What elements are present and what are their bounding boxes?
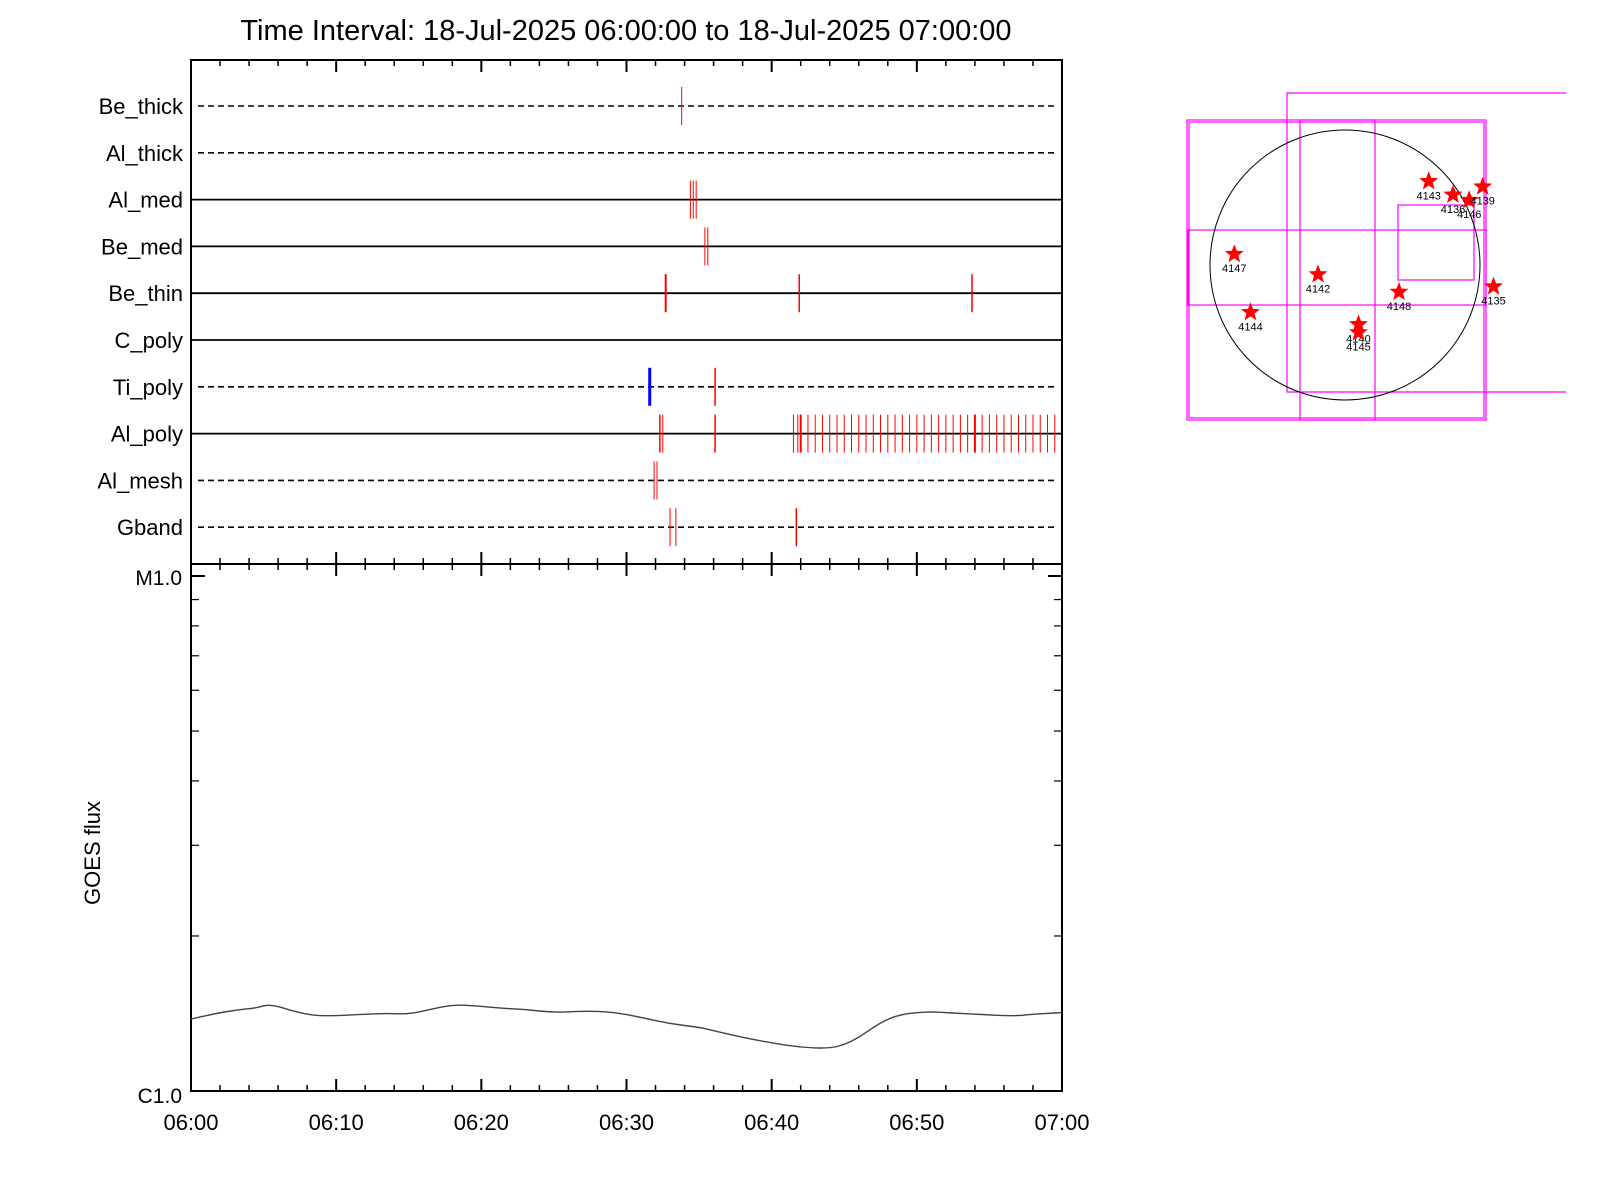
ar-star-4139 bbox=[1473, 176, 1493, 195]
goes-ticks bbox=[190, 575, 1063, 1092]
ar-star-4143 bbox=[1419, 171, 1439, 190]
ar-label-4135: 4135 bbox=[1481, 296, 1505, 308]
map-box-5 bbox=[1397, 204, 1475, 281]
goes-y-tick-label-c1: C1.0 bbox=[138, 1085, 182, 1108]
x-tick-label-0650: 06:50 bbox=[889, 1110, 944, 1135]
x-tick-labels: 06:00 06:10 06:20 06:30 06:40 06:50 07:00 bbox=[163, 1110, 1089, 1135]
goes-flux-curve bbox=[190, 1004, 1063, 1049]
x-tick-label-0700: 07:00 bbox=[1034, 1110, 1089, 1135]
ar-star-4135 bbox=[1484, 276, 1503, 295]
ar-label-4140: 4140 bbox=[1346, 333, 1370, 345]
ar-star-4145 bbox=[1349, 322, 1368, 341]
ar-label-4142: 4142 bbox=[1306, 283, 1330, 295]
row-label-be-med: Be_med bbox=[101, 234, 183, 259]
ar-star-4142 bbox=[1308, 264, 1328, 283]
x-tick-label-0640: 06:40 bbox=[744, 1110, 799, 1135]
sun-map-boxes bbox=[1186, 92, 1566, 421]
ar-label-4143: 4143 bbox=[1416, 190, 1440, 202]
ar-label-4148: 4148 bbox=[1387, 301, 1411, 313]
goes-y-label: GOES flux bbox=[80, 801, 105, 905]
ar-label-4146: 4146 bbox=[1457, 209, 1481, 221]
timeline-frame bbox=[190, 59, 1063, 565]
row-label-be-thick: Be_thick bbox=[99, 94, 184, 119]
map-box-6 bbox=[1286, 92, 1566, 393]
ar-star-4144 bbox=[1241, 302, 1260, 321]
ar-label-4147: 4147 bbox=[1222, 263, 1246, 275]
x-tick-label-0630: 06:30 bbox=[599, 1110, 654, 1135]
timeline-panel: Be_thick Al_thick Al_med Be_med Be_thin C_pol… bbox=[97, 59, 1063, 576]
solar-disk bbox=[1209, 129, 1481, 401]
goes-panel: GOES flux M1.0 C1.0 06:00 06:10 06:20 06:30… bbox=[80, 563, 1090, 1135]
chart-title: Time Interval: 18-Jul-2025 06:00:00 to 1… bbox=[240, 15, 1011, 47]
x-tick-label-0620: 06:20 bbox=[454, 1110, 509, 1135]
ar-label-4136: 4136 bbox=[1441, 204, 1465, 216]
row-label-ti-poly: Ti_poly bbox=[113, 375, 183, 400]
map-box-4 bbox=[1299, 119, 1376, 421]
ar-star-4136 bbox=[1443, 184, 1463, 203]
timeline-rows: Be_thick Al_thick Al_med Be_med Be_thin C_pol… bbox=[97, 87, 1062, 547]
timeline-ticks bbox=[190, 60, 1063, 576]
row-label-al-mesh: Al_mesh bbox=[97, 468, 183, 493]
map-box-3 bbox=[1187, 229, 1487, 306]
map-box-2 bbox=[1188, 121, 1485, 419]
row-label-gband: Gband bbox=[117, 515, 183, 540]
x-tick-label-0610: 06:10 bbox=[309, 1110, 364, 1135]
x-tick-label-0600: 06:00 bbox=[163, 1110, 218, 1135]
ar-label-4139: 4139 bbox=[1470, 196, 1494, 208]
ar-star-4146 bbox=[1459, 190, 1479, 209]
row-label-c-poly: C_poly bbox=[115, 328, 183, 353]
ar-star-4147 bbox=[1224, 244, 1244, 263]
row-label-al-poly: Al_poly bbox=[111, 422, 183, 447]
row-label-be-thin: Be_thin bbox=[108, 281, 183, 306]
row-label-al-med: Al_med bbox=[108, 188, 183, 213]
row-label-al-thick: Al_thick bbox=[106, 141, 184, 166]
ar-label-4145: 4145 bbox=[1346, 342, 1370, 354]
goes-y-tick-label-m1: M1.0 bbox=[135, 567, 182, 590]
ar-star-4148 bbox=[1389, 282, 1409, 301]
ar-label-4144: 4144 bbox=[1238, 321, 1262, 333]
